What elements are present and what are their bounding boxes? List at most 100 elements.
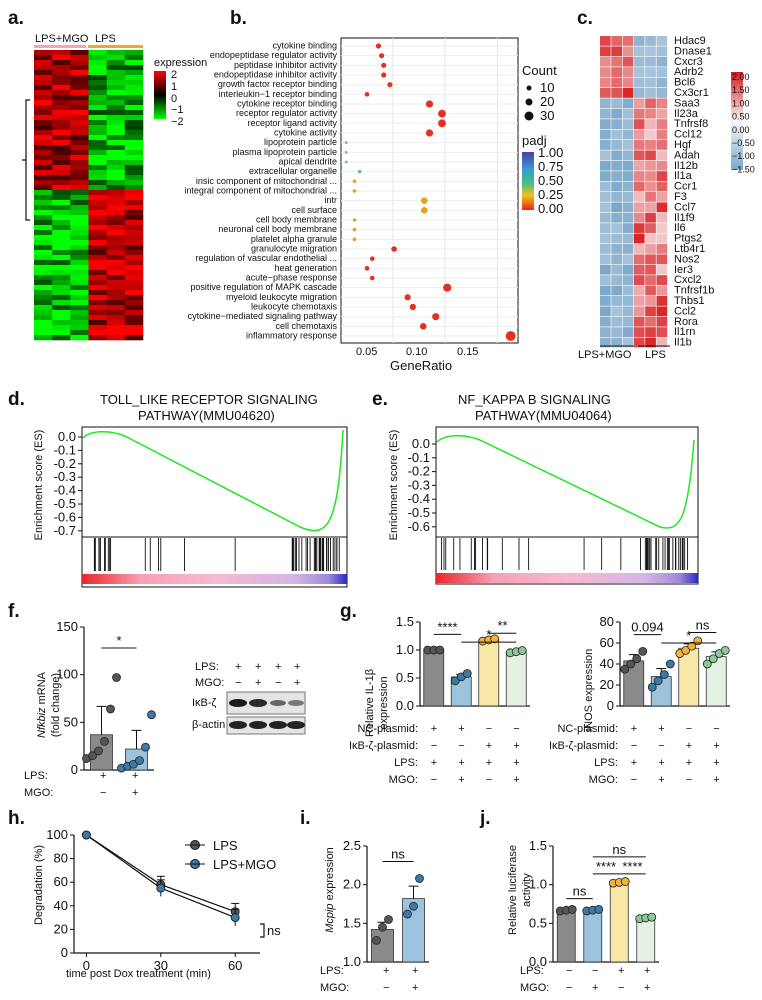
data-point bbox=[372, 935, 381, 945]
scale-tick: 0.50 bbox=[732, 112, 750, 122]
data-point bbox=[708, 654, 718, 664]
sign: − bbox=[486, 723, 492, 735]
legend-colorbar-a bbox=[154, 71, 166, 119]
y-tick: 0 bbox=[61, 945, 68, 960]
y-tick: 0.5 bbox=[396, 670, 414, 685]
panel-f-bar: Nfkbiz mRNA (fold change) 150 100 50 0 * LPS… bbox=[24, 619, 306, 799]
padj-tick: 1.00 bbox=[538, 145, 563, 160]
sig-label: * bbox=[486, 627, 491, 642]
heatmap-cell bbox=[611, 140, 622, 150]
x-axis-label: time post Dox treatment (min) bbox=[66, 968, 211, 980]
heatmap-cell bbox=[645, 212, 656, 223]
heatmap-cell bbox=[645, 88, 656, 98]
heatmap-cell bbox=[124, 190, 144, 196]
heatmap-cell bbox=[600, 254, 611, 265]
heatmap-cell bbox=[70, 290, 89, 296]
legend-tick: −1 bbox=[171, 104, 184, 116]
heatmap-cell bbox=[600, 202, 611, 213]
gene-label: Il6 bbox=[674, 222, 686, 234]
heatmap-cell bbox=[124, 100, 144, 106]
heatmap-cell bbox=[124, 245, 144, 251]
heatmap-cell bbox=[600, 160, 611, 171]
heatmap-cell bbox=[52, 75, 71, 81]
sig-bracket bbox=[260, 923, 265, 938]
heatmap-cell bbox=[611, 46, 622, 57]
sign: − bbox=[383, 982, 389, 994]
heatmap-cell bbox=[633, 233, 645, 244]
gsea-title: TOLL_LIKE RECEPTOR SIGNALING bbox=[100, 392, 318, 407]
heatmap-cell bbox=[34, 125, 53, 131]
heatmap-cell bbox=[70, 210, 89, 216]
heatmap-cell bbox=[88, 310, 107, 316]
y-tick: -0.5 bbox=[408, 505, 430, 520]
heatmap-cell bbox=[52, 135, 71, 141]
sig-label: ns bbox=[696, 618, 710, 633]
gene-label: Ccl2 bbox=[674, 305, 696, 317]
y-tick: 1.5 bbox=[343, 915, 361, 930]
heatmap-cell bbox=[611, 181, 622, 192]
heatmap-cell bbox=[88, 220, 107, 226]
heatmap-cell bbox=[70, 260, 89, 266]
heatmap-cell bbox=[52, 235, 71, 241]
heatmap-cell bbox=[106, 290, 126, 296]
heatmap-cell bbox=[88, 105, 107, 111]
heatmap-cell bbox=[600, 212, 611, 223]
y-axis-label: expression bbox=[378, 676, 390, 729]
heatmap-cell bbox=[622, 254, 634, 265]
gsea-frame bbox=[435, 426, 699, 585]
heatmap-cell bbox=[106, 280, 126, 286]
heatmap-cell bbox=[124, 225, 144, 231]
heatmap-cell bbox=[70, 200, 89, 206]
heatmap-cell bbox=[622, 244, 634, 254]
condition-rows-g: NC-plasmid: NC-plasmid: + + + + − − − − IκB-ζ-plas… bbox=[349, 723, 720, 786]
heatmap-cell bbox=[70, 50, 89, 56]
sign: + bbox=[686, 740, 692, 752]
bar bbox=[478, 639, 500, 707]
heatmap-cell bbox=[656, 181, 668, 192]
sign: + bbox=[383, 965, 389, 977]
gene-label: Adah bbox=[674, 149, 700, 161]
heatmap-cell bbox=[611, 160, 622, 171]
data-point bbox=[100, 737, 109, 746]
heatmap-cell bbox=[124, 315, 144, 321]
gene-label: Cx3cr1 bbox=[674, 87, 709, 99]
heatmap-cell bbox=[70, 60, 89, 66]
data-point bbox=[384, 915, 393, 924]
heatmap-cell bbox=[633, 98, 645, 109]
heatmap-cell bbox=[52, 70, 71, 76]
panel-label-c: c. bbox=[577, 8, 593, 29]
heatmap-cell bbox=[34, 180, 53, 186]
term-label: lipoprotein particle bbox=[264, 137, 337, 147]
heatmap-cell bbox=[124, 330, 144, 336]
heatmap-cell bbox=[52, 310, 71, 316]
heatmap-cell bbox=[34, 155, 53, 161]
heatmap-cell bbox=[645, 108, 656, 119]
y-tick: 1.5 bbox=[396, 614, 414, 629]
heatmap-cell bbox=[600, 223, 611, 233]
group-label-lps-mgo: LPS+MGO bbox=[35, 33, 89, 45]
row-label: MGO: bbox=[24, 787, 53, 799]
y-tick: 1.0 bbox=[343, 954, 361, 969]
heatmap-cell bbox=[88, 210, 107, 216]
heatmap-cell bbox=[106, 95, 126, 101]
data-point bbox=[112, 673, 121, 682]
y-tick: 0.5 bbox=[529, 915, 547, 930]
heatmap-cell bbox=[34, 245, 53, 251]
row-label: MGO: bbox=[389, 774, 418, 786]
heatmap-cell bbox=[88, 300, 107, 306]
heatmap-cell bbox=[106, 110, 126, 116]
sig-label: **** bbox=[437, 619, 457, 634]
heatmap-cell bbox=[124, 305, 144, 311]
heatmap-cell bbox=[70, 155, 89, 161]
heatmap-cell bbox=[600, 88, 611, 98]
heatmap-cell bbox=[656, 192, 668, 202]
heatmap-cell bbox=[34, 145, 53, 151]
heatmap-cell bbox=[70, 320, 89, 326]
heatmap-cell bbox=[52, 125, 71, 131]
padj-colorbar bbox=[522, 152, 534, 210]
heatmap-cell bbox=[124, 95, 144, 101]
heatmap-cell bbox=[124, 60, 144, 66]
y-tick: -0.6 bbox=[54, 509, 76, 524]
heatmap-cell bbox=[70, 185, 89, 191]
sign: + bbox=[100, 770, 106, 782]
